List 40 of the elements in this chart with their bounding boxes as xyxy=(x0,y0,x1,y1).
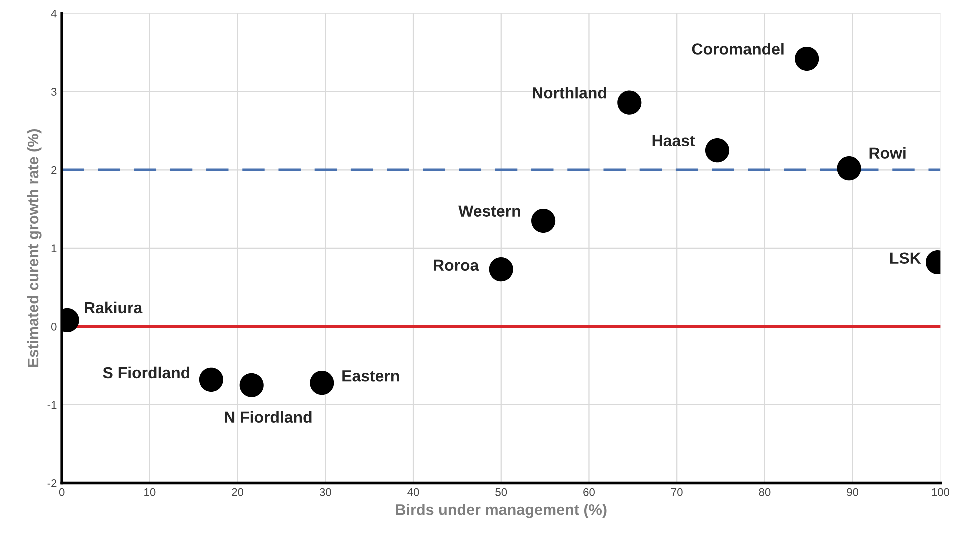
annotation: Northland xyxy=(533,87,606,99)
annotation: N Fiordland xyxy=(225,411,312,424)
x-tick-label: 20 xyxy=(232,488,244,496)
x-tick-label: 90 xyxy=(847,488,859,496)
y-tick-label: 4 xyxy=(51,10,57,18)
annotation: Rowi xyxy=(870,147,906,159)
x-tick-label: 100 xyxy=(932,488,950,496)
y-tick-label: 1 xyxy=(52,244,57,252)
x-tick-label: 70 xyxy=(671,488,683,496)
annotation: Western xyxy=(458,206,520,217)
annotation: LSK xyxy=(890,252,922,264)
annotation: Roroa xyxy=(434,260,480,272)
x-tick-label: 40 xyxy=(408,488,420,496)
x-tick-label: 50 xyxy=(496,488,508,496)
annotation: Rakiura xyxy=(85,302,143,314)
point xyxy=(618,90,642,115)
y-tick-label: -1 xyxy=(48,401,57,410)
y-tick-label: 3 xyxy=(51,88,57,96)
x-tick-label: 60 xyxy=(584,488,595,496)
x-axis-title: Birds under management (%) xyxy=(396,504,607,518)
annotation: Eastern xyxy=(342,370,400,382)
y-tick-label: 2 xyxy=(52,166,57,174)
point xyxy=(489,258,514,282)
annotation: S Fiordland xyxy=(103,366,190,379)
x-tick-label: 80 xyxy=(759,488,771,496)
x-tick-label: 30 xyxy=(320,488,332,496)
point xyxy=(199,368,224,392)
y-axis-title: Estimated curent growth rate (%) xyxy=(27,129,42,368)
point xyxy=(310,371,334,396)
y-tick-label: 0 xyxy=(51,322,57,331)
point xyxy=(532,208,556,234)
annotation: Coromandel xyxy=(692,43,784,55)
point xyxy=(705,138,730,163)
point xyxy=(240,373,264,398)
x-tick-label: 10 xyxy=(144,488,156,496)
point xyxy=(795,46,820,72)
point xyxy=(837,156,862,181)
annotation: Haast xyxy=(652,135,696,147)
y-tick-label: -2 xyxy=(48,480,57,488)
x-tick-label: 0 xyxy=(59,488,65,496)
